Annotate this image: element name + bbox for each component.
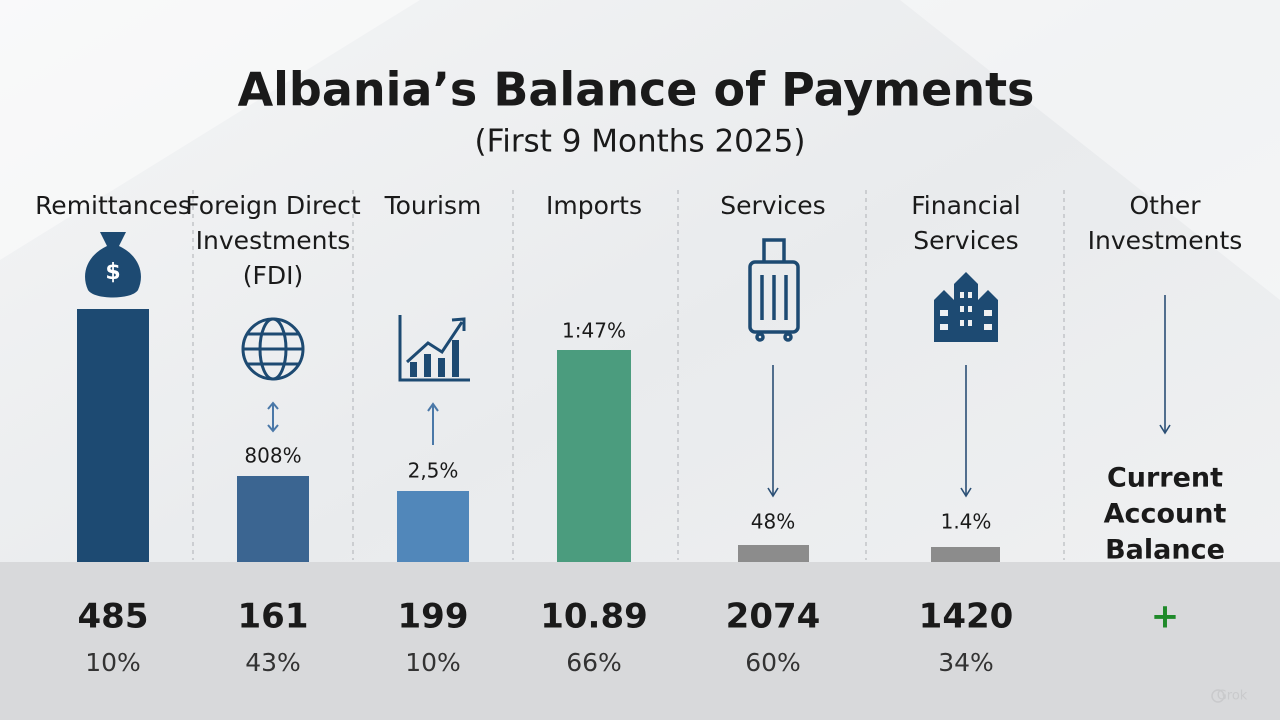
value: 485 xyxy=(78,597,149,637)
share: 60% xyxy=(745,648,801,677)
buildings-icon xyxy=(934,272,998,342)
note: Current xyxy=(1107,463,1223,494)
share: 43% xyxy=(245,648,301,677)
share: 10% xyxy=(405,648,461,677)
title: Albania’s Balance of Payments xyxy=(238,63,1035,117)
growth-chart-bars xyxy=(410,340,459,377)
money-bag-icon: $ xyxy=(85,232,141,298)
note: Balance xyxy=(1105,535,1225,566)
column-heading: Other xyxy=(1130,191,1202,220)
note: Account xyxy=(1104,499,1227,530)
bar xyxy=(397,491,469,562)
column-heading: Foreign Direct xyxy=(185,191,361,220)
share: 34% xyxy=(938,648,994,677)
column-heading: Tourism xyxy=(384,191,482,220)
bar xyxy=(557,350,631,562)
globe-icon xyxy=(241,317,305,381)
bar-label: 48% xyxy=(751,510,795,534)
bar xyxy=(237,476,309,562)
arrow-icon xyxy=(267,401,439,445)
bar-label: 1.4% xyxy=(941,510,992,534)
value: + xyxy=(1151,597,1180,637)
separators xyxy=(192,190,1065,560)
share: 10% xyxy=(85,648,141,677)
bg-shape xyxy=(0,0,420,260)
watermark: Grok xyxy=(1217,689,1248,704)
column-heading: Remittances xyxy=(35,191,191,220)
column-heading: Imports xyxy=(546,191,642,220)
column-heading: Services xyxy=(913,226,1018,255)
down-arrows xyxy=(767,295,1171,498)
bar xyxy=(77,309,149,562)
bar-label: 1:47% xyxy=(562,319,626,343)
watermark-logo xyxy=(1211,689,1225,703)
share: 66% xyxy=(566,648,622,677)
subtitle: (First 9 Months 2025) xyxy=(475,124,806,160)
bg-shape xyxy=(900,0,1280,300)
column-heading: Investments xyxy=(196,226,351,255)
bar-label: 808% xyxy=(244,444,301,468)
value: 199 xyxy=(398,597,469,637)
bottom-band xyxy=(0,562,1280,720)
column-heading: (FDI) xyxy=(243,261,304,290)
column-heading: Financial xyxy=(911,191,1020,220)
value: 10.89 xyxy=(540,597,648,637)
value: 161 xyxy=(238,597,309,637)
svg-text:$: $ xyxy=(105,260,120,285)
value: 2074 xyxy=(726,597,821,637)
suitcase-icon xyxy=(748,238,800,342)
column-heading: Investments xyxy=(1088,226,1243,255)
bar xyxy=(931,547,1000,562)
value: 1420 xyxy=(919,597,1014,637)
bar xyxy=(738,545,809,562)
column-heading: Services xyxy=(720,191,825,220)
bar-label: 2,5% xyxy=(408,459,459,483)
growth-chart-icon xyxy=(398,315,470,382)
